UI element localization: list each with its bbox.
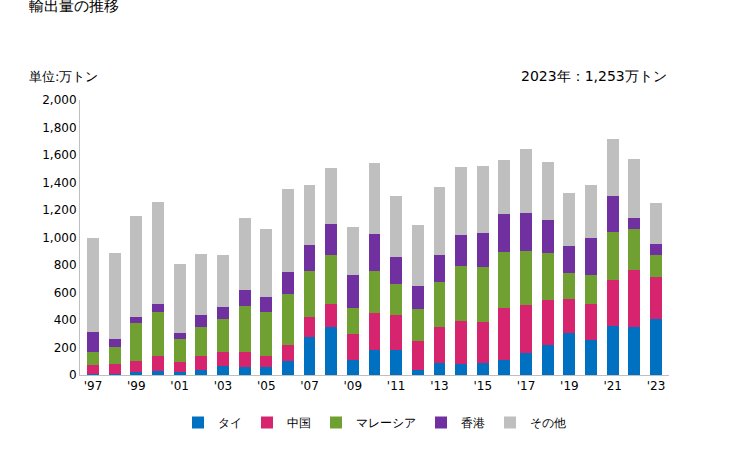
svg-text:'05: '05 (257, 379, 276, 393)
svg-text:1,600: 1,600 (42, 148, 76, 162)
svg-text:'13: '13 (430, 379, 449, 393)
svg-text:'03: '03 (214, 379, 233, 393)
svg-text:'17: '17 (517, 379, 536, 393)
svg-text:'01: '01 (170, 379, 189, 393)
svg-text:中国: 中国 (287, 416, 311, 430)
svg-text:'99: '99 (127, 379, 146, 393)
svg-text:600: 600 (54, 286, 77, 300)
svg-text:0: 0 (69, 368, 77, 382)
svg-text:1,800: 1,800 (42, 121, 76, 135)
svg-text:2,000: 2,000 (42, 93, 76, 107)
svg-text:'97: '97 (84, 379, 103, 393)
svg-text:その他: その他 (530, 416, 566, 430)
svg-text:'11: '11 (387, 379, 406, 393)
svg-text:800: 800 (54, 258, 77, 272)
svg-text:'21: '21 (603, 379, 622, 393)
svg-text:400: 400 (54, 313, 77, 327)
svg-text:単位:万トン: 単位:万トン (29, 69, 98, 84)
svg-text:香港: 香港 (461, 416, 485, 430)
svg-text:'23: '23 (647, 379, 666, 393)
svg-text:輸出量の推移: 輸出量の推移 (29, 0, 119, 15)
svg-text:'15: '15 (473, 379, 492, 393)
svg-text:'07: '07 (300, 379, 319, 393)
svg-text:タイ: タイ (218, 416, 242, 430)
svg-text:200: 200 (54, 341, 77, 355)
svg-text:1,400: 1,400 (42, 176, 76, 190)
svg-text:1,200: 1,200 (42, 203, 76, 217)
svg-text:マレーシア: マレーシア (356, 416, 416, 430)
svg-text:'09: '09 (344, 379, 363, 393)
svg-text:1,000: 1,000 (42, 231, 76, 245)
svg-text:2023年：1,253万トン: 2023年：1,253万トン (521, 68, 667, 84)
svg-text:'19: '19 (560, 379, 579, 393)
